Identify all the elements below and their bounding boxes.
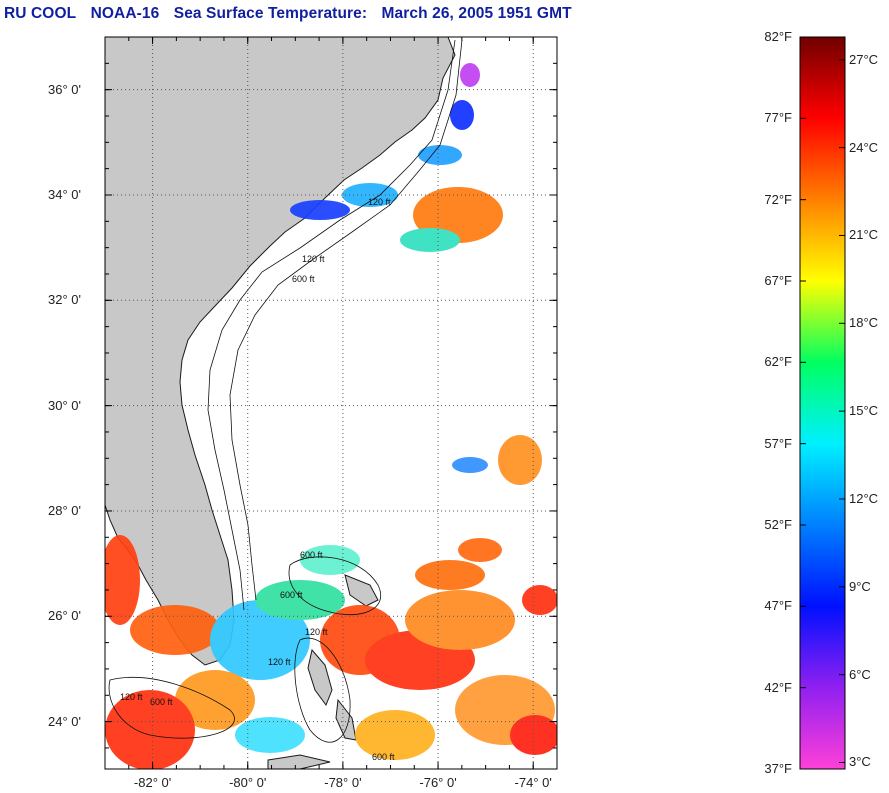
sst-patch bbox=[355, 710, 435, 760]
sst-patch bbox=[255, 580, 345, 620]
lat-label: 32° 0' bbox=[48, 292, 81, 308]
map-area: 120 ft 600 ft 120 ft 600 ft 600 ft 120 f… bbox=[105, 37, 557, 769]
colorbar-c-label: 6°C bbox=[849, 666, 871, 682]
lon-label: -82° 0' bbox=[133, 775, 172, 790]
contour-label: 120 ft bbox=[305, 627, 328, 637]
colorbar-f-label: 82°F bbox=[764, 29, 792, 44]
colorbar-c-label: 9°C bbox=[849, 578, 871, 594]
colorbar-f-label: 72°F bbox=[764, 191, 792, 207]
lat-label: 28° 0' bbox=[48, 502, 81, 518]
title-source: RU COOL bbox=[4, 5, 77, 22]
colorbar-f-label: 47°F bbox=[764, 598, 792, 614]
colorbar-c-label: 21°C bbox=[849, 227, 879, 243]
lon-label: -76° 0' bbox=[419, 775, 457, 790]
sst-patch bbox=[210, 600, 310, 680]
sst-patch bbox=[450, 100, 474, 130]
contour-label: 120 ft bbox=[302, 254, 325, 264]
colorbar-f-label: 77°F bbox=[764, 110, 792, 126]
gridlines bbox=[105, 37, 557, 769]
contour-label: 600 ft bbox=[300, 550, 323, 560]
sst-patch bbox=[235, 717, 305, 753]
colorbar-f-label: 57°F bbox=[764, 435, 792, 451]
colorbar bbox=[799, 36, 846, 770]
contour-label: 600 ft bbox=[280, 590, 303, 600]
contour-bahamas-2 bbox=[294, 637, 351, 743]
page-title: RU COOL NOAA-16 Sea Surface Temperature:… bbox=[4, 5, 582, 23]
sst-patch bbox=[522, 585, 557, 615]
sst-patch bbox=[510, 715, 557, 755]
title-datetime: March 26, 2005 1951 GMT bbox=[381, 5, 572, 22]
colorbar-c-label: 12°C bbox=[849, 490, 879, 506]
sst-patch bbox=[498, 435, 542, 485]
lat-label: 30° 0' bbox=[48, 397, 81, 413]
colorbar-c-label: 3°C bbox=[849, 754, 871, 770]
lat-label: 26° 0' bbox=[48, 608, 81, 624]
contour-label: 120 ft bbox=[368, 197, 391, 207]
sst-patch bbox=[458, 538, 502, 562]
sst-patch bbox=[452, 457, 488, 473]
sst-patch bbox=[105, 535, 140, 625]
colorbar-c-label: 18°C bbox=[849, 315, 879, 331]
contour-bahamas bbox=[288, 556, 381, 616]
axis-ticks bbox=[104, 36, 558, 769]
colorbar-c-label: 15°C bbox=[849, 403, 879, 419]
sst-patch bbox=[300, 545, 360, 575]
contour-label: 600 ft bbox=[150, 697, 173, 707]
colorbar-c-label: 24°C bbox=[849, 139, 879, 155]
lon-label: -80° 0' bbox=[229, 775, 267, 790]
lat-label: 34° 0' bbox=[48, 186, 81, 202]
lon-label: -78° 0' bbox=[324, 775, 362, 790]
contour-120ft bbox=[207, 39, 456, 611]
colorbar-f-label: 52°F bbox=[764, 517, 792, 532]
title-satellite: NOAA-16 bbox=[90, 5, 160, 22]
sst-patch bbox=[405, 590, 515, 650]
sst-patch bbox=[460, 63, 480, 87]
contour-labels: 120 ft 600 ft 120 ft 600 ft 600 ft 120 f… bbox=[120, 197, 395, 762]
colorbar-c-label: 27°C bbox=[849, 51, 879, 67]
colorbar-f-label: 62°F bbox=[764, 354, 792, 370]
lat-label: 36° 0' bbox=[48, 81, 81, 97]
map-frame bbox=[104, 36, 558, 770]
contour-label: 120 ft bbox=[268, 657, 291, 667]
title-product: Sea Surface Temperature: bbox=[173, 5, 368, 22]
bahamas-island-2 bbox=[307, 648, 333, 707]
colorbar-f-label: 67°F bbox=[764, 273, 792, 288]
sst-patch bbox=[415, 560, 485, 590]
colorbar-f-label: 37°F bbox=[764, 761, 792, 776]
sst-patch bbox=[130, 605, 220, 655]
sst-patch bbox=[175, 670, 255, 730]
colorbar-f-label: 42°F bbox=[764, 679, 792, 695]
contour-bahamas-3 bbox=[108, 676, 235, 739]
bathymetry-contours bbox=[108, 39, 463, 743]
contour-600ft bbox=[229, 39, 463, 601]
sst-patch bbox=[400, 228, 460, 252]
contour-label: 600 ft bbox=[292, 274, 315, 284]
sst-patch bbox=[290, 200, 350, 220]
bahamas-island-1 bbox=[344, 574, 379, 607]
sst-patch bbox=[105, 690, 195, 769]
colorbar-ticks bbox=[800, 36, 845, 770]
bahamas-island-4 bbox=[267, 754, 331, 769]
lat-label: 24° 0' bbox=[48, 713, 81, 729]
contour-label: 600 ft bbox=[372, 752, 395, 762]
contour-label: 120 ft bbox=[120, 692, 143, 702]
sst-patch bbox=[418, 145, 462, 165]
lon-label: -74° 0' bbox=[514, 775, 552, 790]
